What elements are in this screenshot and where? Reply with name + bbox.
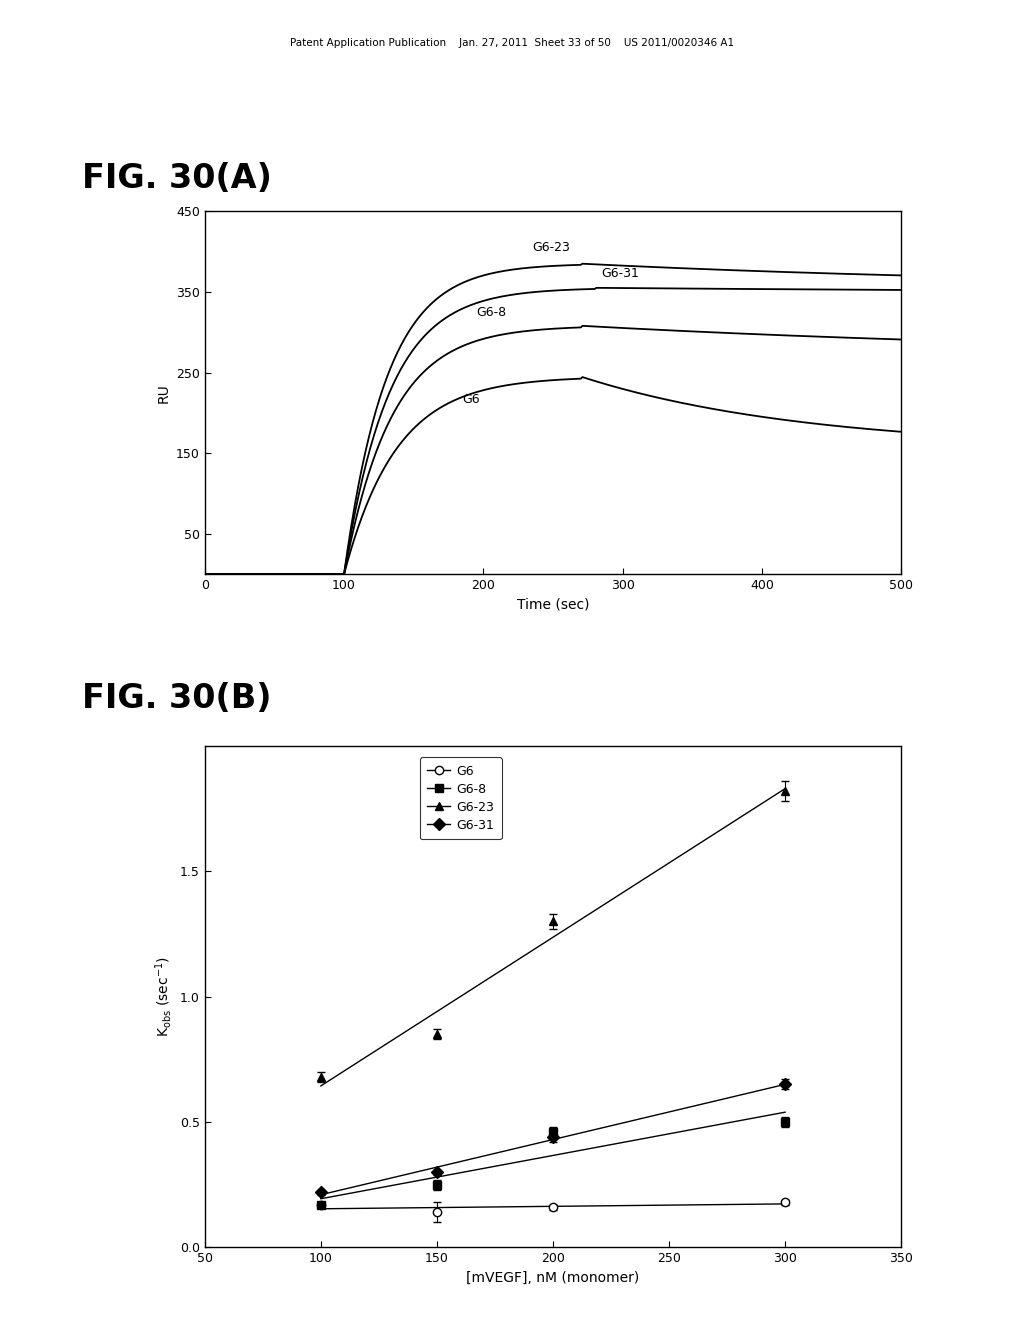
Legend: G6, G6-8, G6-23, G6-31: G6, G6-8, G6-23, G6-31 — [420, 758, 502, 840]
Y-axis label: RU: RU — [157, 383, 171, 403]
Text: G6-31: G6-31 — [602, 267, 640, 280]
Text: FIG. 30(A): FIG. 30(A) — [82, 162, 271, 195]
Text: FIG. 30(B): FIG. 30(B) — [82, 682, 271, 715]
Y-axis label: K$_{\mathregular{obs}}$ (sec$^{-1}$): K$_{\mathregular{obs}}$ (sec$^{-1}$) — [154, 956, 174, 1038]
X-axis label: Time (sec): Time (sec) — [517, 598, 589, 611]
X-axis label: [mVEGF], nM (monomer): [mVEGF], nM (monomer) — [466, 1271, 640, 1284]
Text: G6-8: G6-8 — [476, 306, 507, 319]
Text: Patent Application Publication    Jan. 27, 2011  Sheet 33 of 50    US 2011/00203: Patent Application Publication Jan. 27, … — [290, 38, 734, 49]
Text: G6-23: G6-23 — [532, 242, 570, 253]
Text: G6: G6 — [463, 393, 480, 407]
